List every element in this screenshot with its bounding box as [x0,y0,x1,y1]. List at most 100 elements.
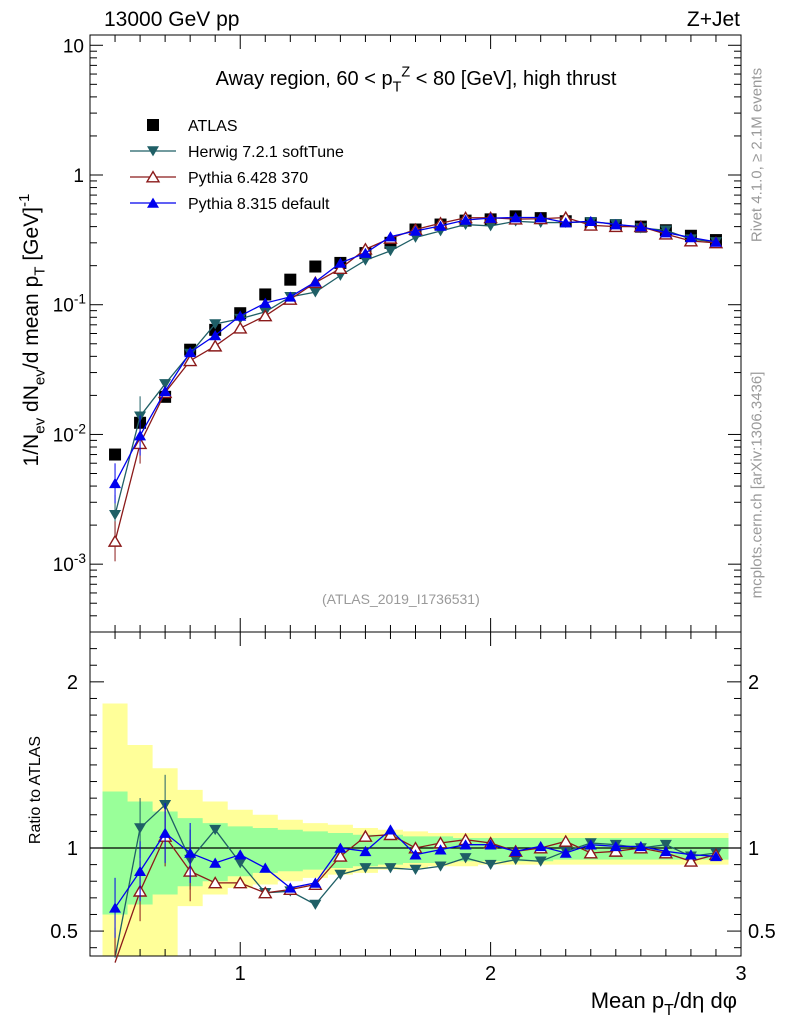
legend-label: ATLAS [188,118,238,135]
data-point [558,834,573,847]
data-point [384,246,397,257]
main-y-tick-label: 10-1 [53,292,86,317]
data-point [334,257,347,268]
x-axis-title: Mean pT/dη dφ [591,988,737,1019]
data-point [309,276,322,287]
rivet-label: Rivet 4.1.0, ≥ 2.1M events [748,67,766,243]
data-point [384,231,397,242]
data-point [659,227,672,238]
data-point [683,854,699,867]
series-line [114,220,717,516]
data-point [209,824,222,836]
data-point [159,379,172,390]
legend: ATLAS Herwig 7.2.1 softTune Pythia 6.428 3… [130,118,344,213]
data-point [709,850,722,862]
data-point [484,859,497,871]
data-point [207,876,223,889]
data-point [534,840,547,852]
data-point [259,297,272,308]
data-point [684,232,697,243]
header-right: Z+Jet [686,8,740,31]
data-point [459,214,472,225]
data-point [409,864,422,875]
header-left: 13000 GeV pp [104,8,240,31]
data-point [659,845,672,857]
data-point [584,215,597,227]
data-point [159,385,172,397]
ratio-y-tick-label: 0.5 [50,921,78,943]
data-point [207,339,223,352]
legend-label: Pythia 6.428 370 [188,170,308,187]
data-point [384,824,397,835]
data-point [409,849,422,860]
data-point [182,353,198,367]
bottom-cover [0,957,786,1024]
data-point [147,119,159,131]
legend-label: Herwig 7.2.1 softTune [188,144,344,161]
data-point [459,853,472,864]
data-point [384,863,397,874]
data-point [709,236,722,247]
data-point [484,839,497,850]
data-point [333,849,348,862]
data-point [609,219,622,230]
data-point [534,856,547,867]
main-y-axis-title: 1/Nev dNev/d mean pT [GeV]-1 [16,194,49,467]
data-point [359,845,372,857]
data-point [234,849,247,860]
data-point [409,225,422,236]
data-point [309,287,322,298]
data-point [359,247,372,258]
data-point [634,840,647,852]
series-line [114,216,717,542]
main-y-tick-label: 10-3 [53,551,86,576]
data-point [509,212,522,223]
series-pythia-8-315-default [109,212,722,504]
data-point [559,847,572,858]
legend-label: Pythia 8.315 default [188,196,330,213]
data-point [147,146,159,157]
data-point [233,321,248,334]
data-point [259,288,272,301]
ratio-y-tick-label: 1 [67,838,78,860]
series-pythia-6-428-370 [107,210,724,562]
data-point [309,260,322,273]
data-point [584,839,597,850]
data-point [233,876,248,889]
ratio-y-tick-label-right: 1 [748,838,759,860]
data-point [334,842,347,853]
ratio-y-tick-label-right: 0.5 [748,921,776,943]
data-point [459,839,472,850]
x-tick-label: 2 [485,963,496,985]
analysis-watermark: (ATLAS_2019_I1736531) [322,591,480,607]
data-point [684,849,697,860]
data-point [107,534,123,547]
mcplots-label: mcplots.cern.ch [arXiv:1306.3436] [748,371,766,599]
data-point [334,869,347,880]
data-point [234,310,247,321]
main-y-tick-label: 10 [63,36,84,57]
data-point [534,212,547,223]
data-point [509,854,522,866]
data-point [559,217,572,228]
data-point [109,448,122,461]
data-point [359,255,372,266]
data-point [184,346,197,358]
data-point [109,477,122,489]
series-atlas [109,210,722,461]
data-point [309,899,322,910]
plot-title: Away region, 60 < pTZ < 80 [GeV], high t… [216,65,617,96]
ratio-series-pythia-8-315-default [109,803,722,938]
data-point [484,212,497,223]
data-point [284,273,297,286]
ratio-y-tick-label: 2 [67,672,78,694]
x-tick-label: 3 [735,963,746,985]
series-line [114,216,717,484]
data-point [109,510,122,521]
main-y-ticks [90,44,741,633]
data-point [209,319,222,330]
data-point [309,877,322,888]
data-point [434,844,447,855]
x-tick-label: 1 [235,963,246,985]
